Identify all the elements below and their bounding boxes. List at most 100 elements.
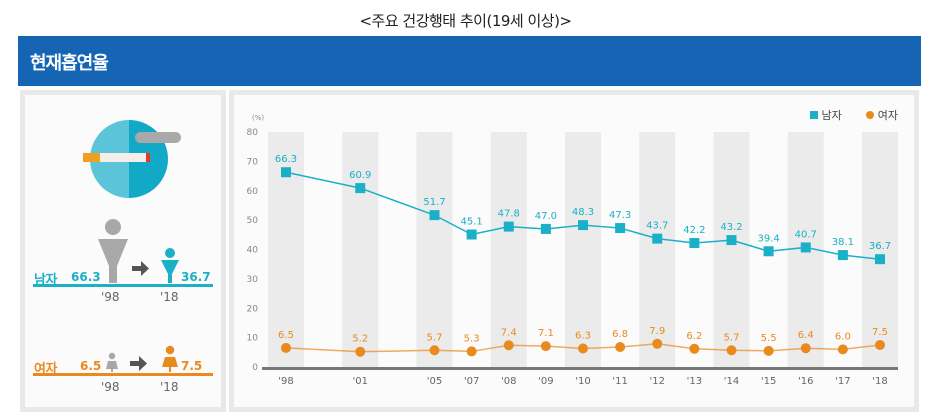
male-from-year: '98	[101, 290, 120, 304]
data-label-female: 7.9	[649, 326, 665, 337]
section-title: 현재흡연율	[30, 53, 109, 74]
data-label-male: 42.2	[683, 225, 705, 236]
x-tick-label: '14	[724, 376, 739, 387]
column-shade	[565, 132, 601, 367]
data-label-female: 6.2	[686, 331, 702, 342]
summary-graphics	[83, 120, 181, 372]
female-baseline	[33, 373, 213, 376]
data-label-male: 66.3	[275, 154, 297, 165]
data-label-male: 47.3	[609, 210, 631, 221]
y-tick-label: 30	[247, 275, 259, 285]
x-tick-label: '08	[501, 376, 516, 387]
data-point-male	[763, 246, 774, 257]
data-label-female: 5.7	[427, 332, 443, 343]
line-chart: (%) 0 10 20 30 40 50 60 70 80 '98 '01 '05 '07 '08 '09 '1…	[247, 114, 898, 387]
x-tick-label: '11	[612, 376, 627, 387]
chart-panel-inner: 남자 여자 (%) 0 10 20 30 40 50 60 70 80 '98 '01 '05 '07 '0…	[234, 95, 914, 407]
legend-label-female: 여자	[877, 109, 898, 122]
x-tick-label: '98	[278, 376, 293, 387]
column-shade	[639, 132, 676, 367]
x-tick-label: '10	[575, 376, 590, 387]
data-point-female	[837, 344, 848, 355]
data-point-female	[578, 343, 588, 354]
data-point-male	[540, 223, 551, 234]
data-point-female	[689, 343, 700, 354]
y-tick-label: 80	[247, 128, 259, 138]
legend-label-male: 남자	[821, 109, 842, 122]
female-1998-figure-icon	[106, 352, 118, 372]
male-baseline	[33, 284, 213, 287]
female-1998-value: 6.5	[80, 359, 102, 373]
data-point-male	[429, 210, 440, 221]
x-axis-line	[262, 367, 898, 370]
female-2018-figure-icon	[162, 345, 178, 372]
data-label-male: 38.1	[832, 237, 854, 248]
column-shade	[713, 132, 750, 367]
data-label-female: 7.5	[872, 327, 888, 338]
data-label-female: 5.3	[464, 333, 480, 344]
summary-panel: 남자 66.3 36.7 '98 '18 여자 6.5 7.5 '98 '18	[20, 90, 226, 412]
data-label-female: 6.5	[278, 330, 294, 341]
y-axis-label: (%)	[252, 114, 264, 122]
x-tick-label: '05	[427, 376, 442, 387]
column-shade	[342, 132, 379, 367]
data-label-female: 6.8	[612, 329, 628, 340]
x-tick-label: '18	[872, 376, 887, 387]
y-tick-label: 50	[247, 216, 259, 226]
y-tick-label: 20	[247, 304, 259, 314]
data-label-male: 43.7	[646, 221, 668, 232]
data-point-male	[281, 167, 291, 178]
y-tick-label: 10	[247, 334, 259, 344]
data-point-male	[355, 183, 366, 194]
data-point-female	[800, 343, 811, 354]
data-label-male: 60.9	[349, 170, 371, 181]
data-point-male	[800, 242, 811, 253]
data-point-male	[726, 235, 737, 246]
female-to-year: '18	[160, 380, 179, 394]
x-tick-label: '16	[798, 376, 813, 387]
male-square-swatch-icon	[809, 111, 818, 119]
male-2018-figure-icon	[161, 248, 179, 283]
data-point-male	[615, 223, 626, 234]
female-2018-value: 7.5	[181, 359, 203, 373]
x-tick-label: '15	[761, 376, 776, 387]
data-label-male: 36.7	[869, 241, 891, 252]
data-label-male: 48.3	[572, 207, 594, 218]
data-label-male: 45.1	[460, 217, 482, 228]
y-tick-label: 0	[252, 363, 258, 373]
page-title: <주요 건강행태 추이(19세 이상)>	[359, 12, 572, 30]
data-point-male	[875, 254, 885, 265]
data-point-female	[540, 341, 551, 352]
data-label-male: 47.0	[535, 211, 557, 222]
arrow-right-icon	[132, 261, 149, 276]
x-tick-label: '01	[353, 376, 368, 387]
data-point-female	[763, 345, 774, 356]
data-label-female: 5.5	[761, 333, 777, 344]
data-label-female: 6.0	[835, 331, 851, 342]
data-label-female: 5.7	[724, 332, 740, 343]
male-to-year: '18	[160, 290, 179, 304]
column-shade	[490, 132, 527, 367]
x-tick-label: '07	[464, 376, 479, 387]
data-point-male	[689, 238, 700, 249]
data-point-female	[466, 346, 477, 357]
summary-panel-inner: 남자 66.3 36.7 '98 '18 여자 6.5 7.5 '98 '18	[25, 95, 221, 407]
y-tick-label: 40	[247, 246, 259, 256]
data-point-female	[355, 346, 366, 357]
female-from-year: '98	[101, 380, 120, 394]
legend-item-male: 남자	[809, 107, 842, 123]
section-banner: 현재흡연율	[18, 36, 921, 86]
data-label-male: 40.7	[795, 229, 817, 240]
data-label-male: 43.2	[720, 222, 742, 233]
legend-item-female: 여자	[865, 107, 898, 123]
data-point-female	[503, 340, 514, 351]
arrow-right-icon	[130, 356, 147, 371]
x-tick-label: '09	[538, 376, 553, 387]
male-1998-figure-icon	[98, 219, 128, 283]
data-label-male: 51.7	[423, 197, 445, 208]
data-point-male	[578, 220, 588, 231]
y-tick-label: 70	[247, 157, 259, 167]
data-label-male: 47.8	[498, 209, 520, 220]
chart-legend: 남자 여자	[809, 107, 898, 123]
data-point-female	[429, 345, 440, 356]
